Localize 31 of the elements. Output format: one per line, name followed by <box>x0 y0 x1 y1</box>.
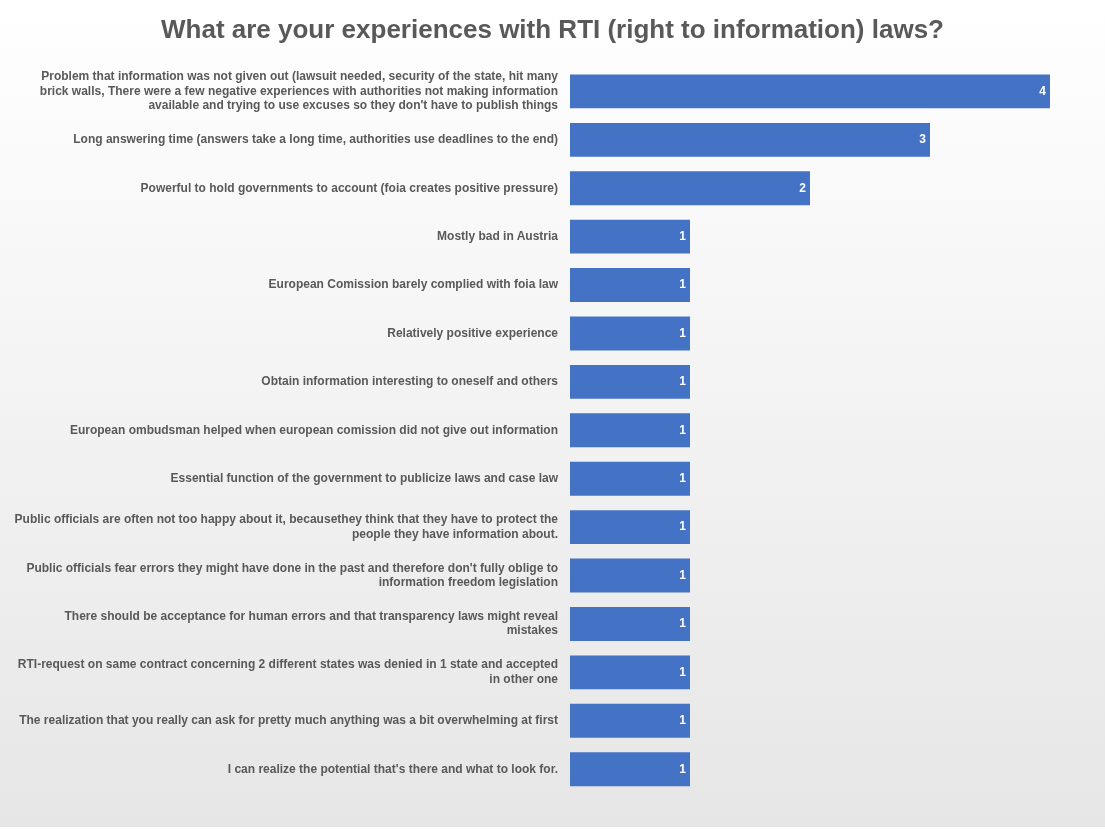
data-label: 1 <box>679 422 687 437</box>
y-tick-label: Public officials fear errors they might have done in the past and therefore don't fully oblige to information freedom legislation <box>26 560 558 590</box>
data-label: 1 <box>679 374 687 389</box>
data-label: 1 <box>679 228 687 243</box>
y-tick-label: European Comission barely complied with foia law <box>268 277 559 292</box>
y-tick-label: There should be acceptance for human errors and that transparency laws might reveal mistakes <box>64 609 559 638</box>
data-label: 3 <box>919 132 927 147</box>
data-label: 1 <box>679 519 687 534</box>
data-label: 1 <box>679 567 687 582</box>
data-label: 1 <box>679 277 687 292</box>
y-tick-label: Obtain information interesting to oneself and others <box>261 374 559 389</box>
y-tick-label: I can realize the potential that's there and what to look for. <box>227 761 558 776</box>
y-tick-label: Essential function of the government to publicize laws and case law <box>170 471 559 486</box>
y-tick-label: Long answering time (answers take a long time, authorities use deadlines to the end) <box>73 132 558 147</box>
data-label: 1 <box>679 761 687 776</box>
data-label: 1 <box>679 325 687 340</box>
data-label: 1 <box>679 664 687 679</box>
y-tick-label: The realization that you really can ask for pretty much anything was a bit overwhelming at first <box>19 713 558 728</box>
y-tick-label: European ombudsman helped when european comission did not give out information <box>69 422 558 437</box>
y-tick-label: Public officials are often not too happy about it, becausethey think that they have to protect the people they have information about. <box>14 512 559 541</box>
y-tick-label: Mostly bad in Austria <box>437 228 559 243</box>
data-label: 4 <box>1039 83 1047 98</box>
data-label: 1 <box>679 471 687 486</box>
y-tick-label: RTI-request on same contract concerning 2 different states was denied in 1 state and accepted in other one <box>17 657 559 686</box>
data-label: 1 <box>679 713 687 728</box>
y-tick-label: Relatively positive experience <box>387 325 559 340</box>
y-tick-label: Powerful to hold governments to account (foia creates positive pressure) <box>140 180 558 195</box>
y-tick-label: Problem that information was not given out (lawsuit needed, security of the state, hit many brick walls, There were a few negative experiences with authorities not making information available and trying to use excuses so they don't have to publish things <box>39 69 559 113</box>
data-label: 1 <box>679 616 687 631</box>
chart-title: What are your experiences with RTI (right to information) laws? <box>160 13 945 46</box>
data-label: 2 <box>799 180 807 195</box>
